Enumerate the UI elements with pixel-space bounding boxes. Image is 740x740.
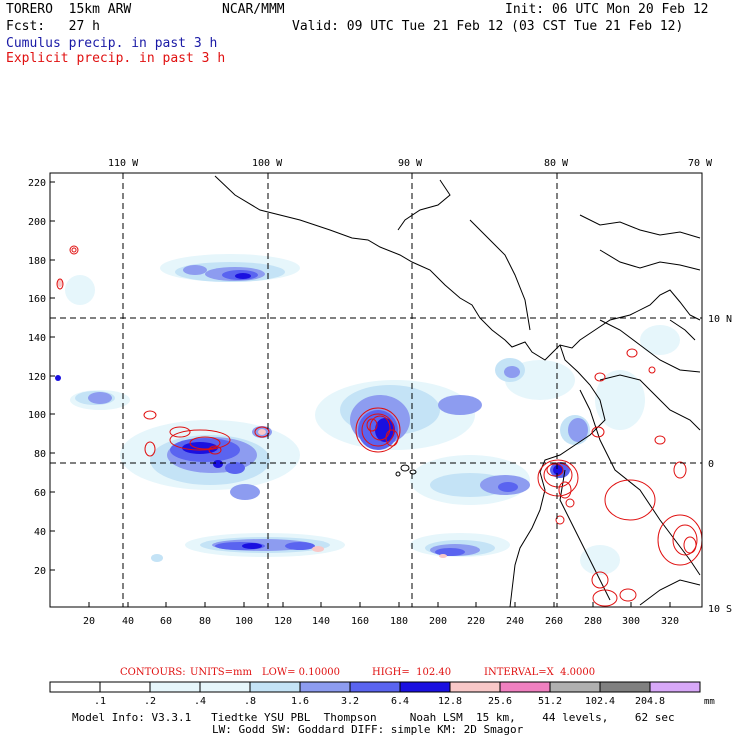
colorbar-cell	[449, 681, 501, 693]
y-tick-label: 160	[28, 294, 46, 305]
colorbar-label: 102.4	[585, 696, 615, 707]
contour-high: HIGH= 102.40	[372, 667, 452, 678]
forecast-hour: Fcst: 27 h	[6, 19, 100, 34]
colorbar-label: .1	[94, 696, 106, 707]
colorbar-label: .4	[194, 696, 206, 707]
y-tick-label: 140	[28, 333, 46, 344]
colorbar-label: 6.4	[391, 696, 409, 707]
lon-label: 80 W	[544, 158, 569, 169]
colorbar-cell	[199, 681, 251, 693]
init-time: Init: 06 UTC Mon 20 Feb 12	[505, 2, 709, 17]
colorbar-cell	[99, 681, 151, 693]
lon-label: 110 W	[108, 158, 139, 169]
x-tick-label: 60	[160, 616, 172, 627]
colorbar-label: 25.6	[488, 696, 512, 707]
x-tick-label: 240	[506, 616, 524, 627]
x-tick-label: 260	[545, 616, 563, 627]
lat-label: 10 S	[708, 604, 732, 615]
field-cumulus-label: Cumulus precip. in past 3 h	[6, 36, 218, 51]
lat-label: 0	[708, 459, 714, 470]
colorbar-cell	[349, 681, 401, 693]
contour-interval: INTERVAL=X 4.0000	[484, 667, 596, 678]
x-tick-label: 220	[467, 616, 485, 627]
colorbar-cell	[249, 681, 301, 693]
colorbar-cell	[649, 681, 701, 693]
y-tick-label: 120	[28, 372, 46, 383]
y-tick-label: 60	[34, 488, 46, 499]
colorbar-label: 1.6	[291, 696, 309, 707]
y-tick-label: 180	[28, 256, 46, 267]
y-tick-label: 20	[34, 566, 46, 577]
y-tick-label: 100	[28, 410, 46, 421]
x-tick-label: 160	[351, 616, 369, 627]
colorbar-label: .8	[244, 696, 256, 707]
y-tick-label: 40	[34, 527, 46, 538]
colorbar-cell	[599, 681, 651, 693]
x-tick-label: 280	[584, 616, 602, 627]
colorbar-cell	[299, 681, 351, 693]
x-tick-label: 300	[622, 616, 640, 627]
colorbar-cell	[49, 681, 101, 693]
colorbar-unit: mm	[704, 697, 715, 707]
coastline	[214, 175, 701, 608]
colorbar-label: 3.2	[341, 696, 359, 707]
colorbar-cell	[499, 681, 551, 693]
colorbar-cell	[149, 681, 201, 693]
colorbar-label: 12.8	[438, 696, 462, 707]
explicit-precip-contours	[56, 245, 703, 607]
x-tick-label: 40	[122, 616, 134, 627]
x-tick-label: 140	[312, 616, 330, 627]
x-tick-label: 120	[274, 616, 292, 627]
contour-title: CONTOURS:	[120, 667, 186, 678]
model-title: TORERO 15km ARW	[6, 2, 132, 17]
y-tick-label: 220	[28, 178, 46, 189]
lon-label: 90 W	[398, 158, 423, 169]
x-tick-label: 200	[429, 616, 447, 627]
valid-time: Valid: 09 UTC Tue 21 Feb 12 (03 CST Tue …	[292, 19, 684, 34]
colorbar-cell	[549, 681, 601, 693]
cumulus-precip	[55, 254, 680, 575]
colorbar-label: .2	[144, 696, 156, 707]
contour-units: UNITS=mm	[190, 667, 252, 678]
field-explicit-label: Explicit precip. in past 3 h	[6, 51, 226, 66]
latlon-grid	[50, 173, 702, 607]
model-physics: LW: Godd SW: Goddard DIFF: simple KM: 2D…	[212, 723, 524, 736]
colorbar: .1.2.4.8 1.6 3.2 6.4 12.8 25.6 51.2 102.4 204.8 …	[49, 681, 715, 707]
org-label: NCAR/MMM	[222, 2, 285, 17]
x-tick-label: 180	[390, 616, 408, 627]
colorbar-label: 204.8	[635, 696, 665, 707]
x-tick-label: 100	[235, 616, 253, 627]
lon-label: 100 W	[252, 158, 283, 169]
colorbar-label: 51.2	[538, 696, 562, 707]
y-tick-label: 200	[28, 217, 46, 228]
y-tick-label: 80	[34, 449, 46, 460]
precip-map: 110 W 100 W 90 W 80 W 70 W 10 N 0 10 S	[28, 158, 732, 627]
x-tick-label: 320	[661, 616, 679, 627]
lat-label: 10 N	[708, 314, 732, 325]
model-info: Model Info: V3.3.1 Tiedtke YSU PBL Thomp…	[72, 711, 675, 724]
x-tick-label: 80	[199, 616, 211, 627]
x-tick-label: 20	[83, 616, 95, 627]
colorbar-cell	[399, 681, 451, 693]
lon-label: 70 W	[688, 158, 713, 169]
contour-low: LOW= 0.10000	[262, 667, 341, 678]
